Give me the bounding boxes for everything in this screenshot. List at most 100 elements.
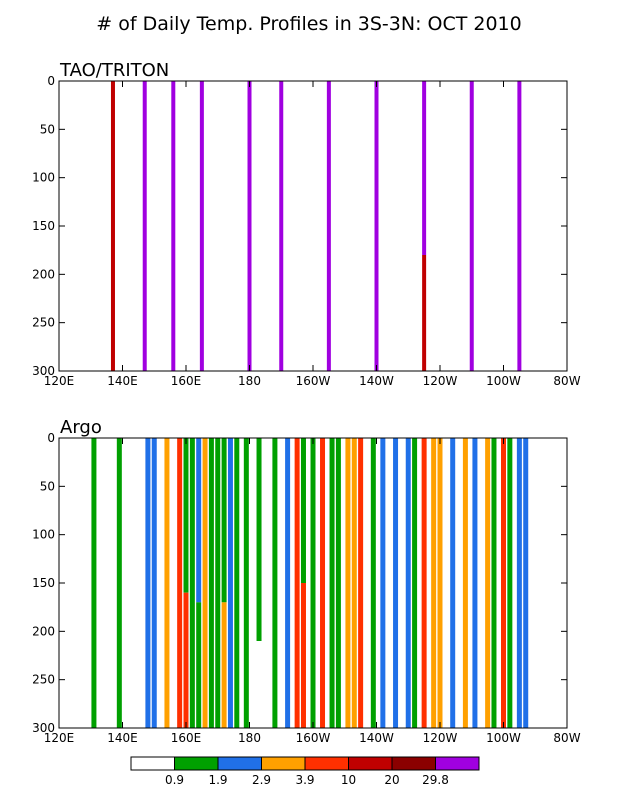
argo-bar-segment	[243, 438, 249, 728]
colorbar-swatch	[348, 756, 393, 771]
x-tick-label: 80W	[553, 731, 580, 745]
tao-triton-bar-segment	[422, 255, 427, 371]
colorbar-label: 10	[341, 773, 356, 787]
argo-bar-segment	[300, 438, 306, 583]
y-tick-label: 50	[40, 479, 55, 493]
argo-bar-segment	[412, 438, 418, 728]
argo-bar-segment	[507, 438, 513, 728]
panel-title: TAO/TRITON	[59, 60, 169, 81]
colorbar-label: 29.8	[422, 773, 449, 787]
argo-bar-segment	[202, 438, 208, 728]
y-tick-label: 100	[32, 171, 55, 185]
y-tick-label: 150	[32, 576, 55, 590]
argo-bar-segment	[294, 438, 300, 728]
y-tick-label: 150	[32, 219, 55, 233]
argo-bar-segment	[215, 438, 221, 728]
argo-bar-segment	[285, 438, 291, 728]
argo-bar-segment	[183, 592, 189, 728]
y-tick-label: 250	[32, 316, 55, 330]
argo-bar-segment	[380, 438, 386, 728]
argo-bar-segment	[393, 438, 399, 728]
colorbar-swatch	[217, 756, 262, 771]
argo-bar-segment	[151, 438, 157, 728]
colorbar-label: 20	[384, 773, 399, 787]
x-tick-label: 140W	[359, 731, 394, 745]
argo-bar-segment	[227, 438, 233, 728]
x-tick-label: 120E	[44, 374, 75, 388]
argo-bar-segment	[196, 602, 202, 728]
colorbar-swatch	[435, 756, 480, 771]
argo-bar-segment	[485, 438, 491, 728]
y-tick-label: 300	[32, 721, 55, 735]
y-tick-label: 100	[32, 528, 55, 542]
colorbar-label: 1.9	[208, 773, 227, 787]
argo-bar-segment	[335, 438, 341, 728]
colorbar-swatch	[261, 756, 306, 771]
y-tick-label: 0	[47, 431, 55, 445]
tao-triton-bar-segment	[469, 81, 474, 371]
argo-bar-segment	[523, 438, 529, 728]
argo-bar-segment	[272, 438, 278, 728]
argo-bar-segment	[183, 438, 189, 593]
panel-title: Argo	[60, 417, 102, 438]
x-tick-label: 160E	[171, 374, 202, 388]
colorbar-swatch	[304, 756, 349, 771]
x-tick-label: 80W	[553, 374, 580, 388]
tao-triton-bar-segment	[199, 81, 204, 371]
y-tick-label: 200	[32, 267, 55, 281]
tao-triton-bar-segment	[110, 81, 115, 371]
x-tick-label: 120E	[44, 731, 75, 745]
argo-bar-segment	[370, 438, 376, 728]
argo-bar-segment	[345, 438, 351, 728]
colorbar-label: 3.9	[295, 773, 314, 787]
argo-bar-segment	[196, 438, 202, 603]
argo-bar-segment	[421, 438, 427, 728]
argo-bar-segment	[472, 438, 478, 728]
argo-bar-segment	[177, 438, 183, 728]
colorbar: 0.9 1.9 2.9 3.9 10 20 29.8	[130, 756, 480, 787]
x-tick-label: 140E	[107, 374, 138, 388]
argo-bar-segment	[450, 438, 456, 728]
tao-triton-bar-segment	[517, 81, 522, 371]
argo-bar-segment	[501, 438, 506, 728]
x-tick-label: 140W	[359, 374, 394, 388]
tao-triton-bar-segment	[142, 81, 147, 371]
argo-bar-segment	[234, 438, 240, 728]
argo-bar-segment	[256, 438, 262, 641]
argo-bar-segment	[91, 438, 97, 728]
colorbar-label: 2.9	[252, 773, 271, 787]
x-tick-label: 100W	[486, 374, 521, 388]
tao-triton-bar-segment	[171, 81, 176, 371]
argo-bar-segment	[189, 438, 195, 728]
y-tick-label: 200	[32, 624, 55, 638]
tao-triton-bar-segment	[247, 81, 252, 371]
argo-bar-segment	[491, 438, 497, 728]
argo-bar-segment	[358, 438, 364, 728]
argo-bar-segment	[300, 583, 306, 728]
x-tick-label: 120W	[423, 374, 458, 388]
argo-bar-segment	[164, 438, 170, 728]
argo-bar-segment	[116, 438, 122, 728]
argo-bar-segment	[145, 438, 151, 728]
argo-bar-segment	[431, 438, 437, 728]
argo-bar-segment	[310, 438, 316, 728]
x-tick-label: 160W	[296, 374, 331, 388]
argo-bar-segment	[351, 438, 357, 728]
argo-bar-segment	[221, 602, 227, 728]
argo-bar-segment	[437, 438, 443, 728]
y-tick-label: 50	[40, 122, 55, 136]
tao-triton-bar-segment	[422, 81, 427, 255]
x-tick-label: 140E	[107, 731, 138, 745]
x-tick-label: 120W	[423, 731, 458, 745]
tao-triton-bar-segment	[374, 81, 379, 371]
colorbar-swatch	[391, 756, 436, 771]
x-tick-label: 100W	[486, 731, 521, 745]
colorbar-label: 0.9	[165, 773, 184, 787]
tao-triton-bar-segment	[326, 81, 331, 371]
argo-bar-segment	[516, 438, 522, 728]
x-tick-label: 180	[238, 374, 261, 388]
argo-bar-segment	[320, 438, 326, 728]
